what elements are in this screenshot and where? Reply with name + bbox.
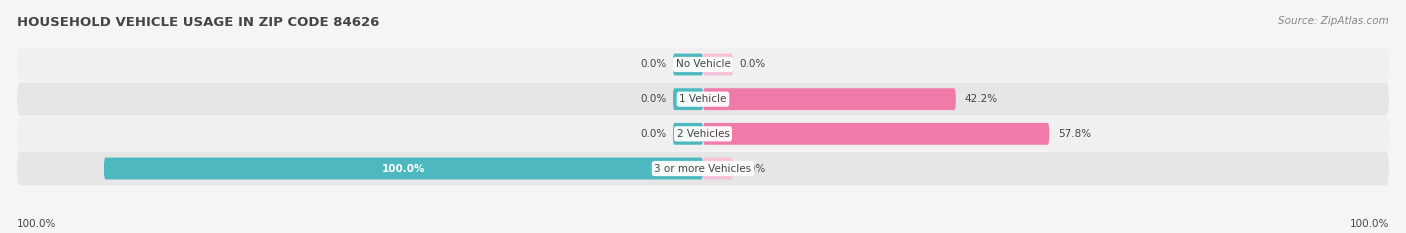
Text: No Vehicle: No Vehicle (675, 59, 731, 69)
FancyBboxPatch shape (703, 88, 956, 110)
Text: 57.8%: 57.8% (1059, 129, 1091, 139)
Text: 100.0%: 100.0% (17, 219, 56, 229)
FancyBboxPatch shape (703, 158, 733, 179)
FancyBboxPatch shape (673, 88, 703, 110)
Text: 100.0%: 100.0% (1350, 219, 1389, 229)
FancyBboxPatch shape (673, 54, 703, 75)
Text: 0.0%: 0.0% (641, 94, 666, 104)
Text: HOUSEHOLD VEHICLE USAGE IN ZIP CODE 84626: HOUSEHOLD VEHICLE USAGE IN ZIP CODE 8462… (17, 16, 380, 29)
Text: 0.0%: 0.0% (740, 164, 765, 174)
Text: 3 or more Vehicles: 3 or more Vehicles (654, 164, 752, 174)
FancyBboxPatch shape (17, 117, 1389, 151)
FancyBboxPatch shape (703, 123, 1049, 145)
FancyBboxPatch shape (673, 123, 703, 145)
Text: 42.2%: 42.2% (965, 94, 998, 104)
FancyBboxPatch shape (104, 158, 703, 179)
Text: 1 Vehicle: 1 Vehicle (679, 94, 727, 104)
FancyBboxPatch shape (17, 82, 1389, 116)
Text: 100.0%: 100.0% (381, 164, 425, 174)
Text: 2 Vehicles: 2 Vehicles (676, 129, 730, 139)
FancyBboxPatch shape (17, 152, 1389, 185)
Text: 0.0%: 0.0% (641, 129, 666, 139)
Text: 0.0%: 0.0% (641, 59, 666, 69)
FancyBboxPatch shape (703, 54, 733, 75)
Text: 0.0%: 0.0% (740, 59, 765, 69)
Text: Source: ZipAtlas.com: Source: ZipAtlas.com (1278, 16, 1389, 26)
FancyBboxPatch shape (17, 48, 1389, 81)
